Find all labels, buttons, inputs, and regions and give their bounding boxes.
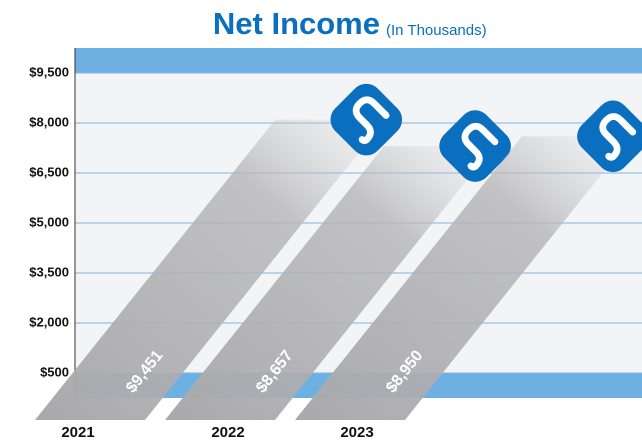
logo-s	[461, 122, 499, 171]
logo	[439, 110, 511, 182]
logo	[577, 100, 642, 173]
y-tick-label: $8,000	[29, 114, 69, 129]
y-tick-label: $2,000	[29, 314, 69, 329]
bar	[165, 146, 495, 420]
chart-subtitle: (In Thousands)	[386, 22, 487, 39]
logo-s	[352, 96, 390, 145]
bar	[35, 119, 386, 420]
logo	[330, 83, 403, 156]
bar	[295, 136, 632, 421]
logo-s	[599, 113, 637, 161]
x-tick-label: 2022	[211, 424, 244, 440]
top-band	[75, 48, 642, 73]
chart-title: Net Income	[213, 6, 380, 41]
y-tick-label: $500	[40, 364, 69, 379]
y-tick-label: $9,500	[29, 64, 69, 79]
y-tick-label: $5,000	[29, 214, 69, 229]
y-tick-label: $3,500	[29, 264, 69, 279]
y-tick-label: $6,500	[29, 164, 69, 179]
x-tick-label: 2023	[340, 424, 373, 440]
x-tick-label: 2021	[61, 424, 94, 440]
